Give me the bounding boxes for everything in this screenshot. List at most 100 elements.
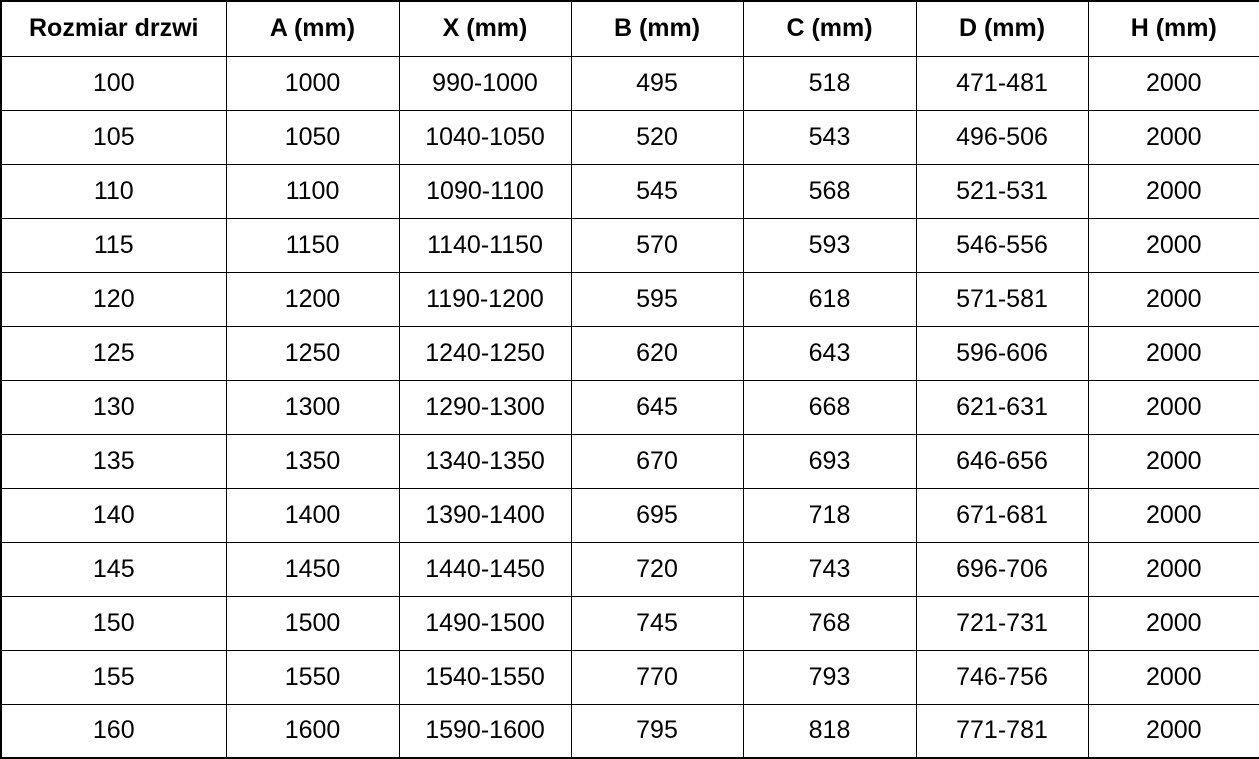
table-row: 105 1050 1040-1050 520 543 496-506 2000: [0, 109, 1259, 165]
table-cell: 2000: [1087, 163, 1259, 219]
table-cell: 568: [742, 163, 917, 219]
table-cell: 643: [742, 325, 917, 381]
table-header: Rozmiar drzwi A (mm) X (mm) B (mm) C (mm) D (…: [0, 0, 1259, 57]
table-cell: 1600: [225, 703, 400, 759]
table-cell: 160: [0, 703, 227, 759]
table-cell: 2000: [1087, 541, 1259, 597]
table-cell: 1000: [225, 55, 400, 111]
table-cell: 1300: [225, 379, 400, 435]
table-cell: 621-631: [915, 379, 1089, 435]
table-cell: 2000: [1087, 379, 1259, 435]
table-row: 160 1600 1590-1600 795 818 771-781 2000: [0, 703, 1259, 759]
table-cell: 593: [742, 217, 917, 273]
table-cell: 1240-1250: [398, 325, 572, 381]
table-cell: 571-581: [915, 271, 1089, 327]
table-cell: 1500: [225, 595, 400, 651]
table-cell: 668: [742, 379, 917, 435]
table-cell: 746-756: [915, 649, 1089, 705]
table-cell: 1390-1400: [398, 487, 572, 543]
table-row: 110 1100 1090-1100 545 568 521-531 2000: [0, 163, 1259, 219]
table-cell: 2000: [1087, 703, 1259, 759]
table-cell: 696-706: [915, 541, 1089, 597]
table-cell: 771-781: [915, 703, 1089, 759]
table-cell: 1040-1050: [398, 109, 572, 165]
table-cell: 1050: [225, 109, 400, 165]
table-cell: 570: [570, 217, 744, 273]
column-header: B (mm): [570, 0, 744, 57]
table-cell: 1440-1450: [398, 541, 572, 597]
table-cell: 795: [570, 703, 744, 759]
table-cell: 140: [0, 487, 227, 543]
table-cell: 745: [570, 595, 744, 651]
table-cell: 110: [0, 163, 227, 219]
table-cell: 646-656: [915, 433, 1089, 489]
column-header: C (mm): [742, 0, 917, 57]
table-cell: 718: [742, 487, 917, 543]
table-cell: 120: [0, 271, 227, 327]
table-cell: 521-531: [915, 163, 1089, 219]
table-cell: 2000: [1087, 649, 1259, 705]
table-row: 130 1300 1290-1300 645 668 621-631 2000: [0, 379, 1259, 435]
table-cell: 1290-1300: [398, 379, 572, 435]
table-cell: 125: [0, 325, 227, 381]
table-cell: 130: [0, 379, 227, 435]
table-cell: 793: [742, 649, 917, 705]
table-cell: 2000: [1087, 55, 1259, 111]
header-row: Rozmiar drzwi A (mm) X (mm) B (mm) C (mm) D (…: [0, 0, 1259, 57]
table-cell: 105: [0, 109, 227, 165]
table-cell: 1450: [225, 541, 400, 597]
column-header: H (mm): [1087, 0, 1259, 57]
table-cell: 1150: [225, 217, 400, 273]
table-body: 100 1000 990-1000 495 518 471-481 2000 105 1050 1…: [0, 55, 1259, 759]
table-cell: 2000: [1087, 109, 1259, 165]
table-cell: 1400: [225, 487, 400, 543]
table-cell: 495: [570, 55, 744, 111]
table-cell: 1540-1550: [398, 649, 572, 705]
table-cell: 520: [570, 109, 744, 165]
table-cell: 1550: [225, 649, 400, 705]
table-cell: 1590-1600: [398, 703, 572, 759]
table-cell: 2000: [1087, 487, 1259, 543]
table-row: 150 1500 1490-1500 745 768 721-731 2000: [0, 595, 1259, 651]
table-cell: 2000: [1087, 271, 1259, 327]
table-cell: 471-481: [915, 55, 1089, 111]
table-cell: 115: [0, 217, 227, 273]
table-row: 120 1200 1190-1200 595 618 571-581 2000: [0, 271, 1259, 327]
table-cell: 2000: [1087, 325, 1259, 381]
table-cell: 670: [570, 433, 744, 489]
table-cell: 2000: [1087, 433, 1259, 489]
table-cell: 1200: [225, 271, 400, 327]
table-cell: 155: [0, 649, 227, 705]
table-cell: 693: [742, 433, 917, 489]
table-cell: 145: [0, 541, 227, 597]
table-cell: 150: [0, 595, 227, 651]
table-cell: 1350: [225, 433, 400, 489]
table-cell: 1490-1500: [398, 595, 572, 651]
table-cell: 1140-1150: [398, 217, 572, 273]
table-cell: 818: [742, 703, 917, 759]
column-header: Rozmiar drzwi: [0, 0, 227, 57]
table-cell: 2000: [1087, 217, 1259, 273]
table-cell: 1340-1350: [398, 433, 572, 489]
table-cell: 496-506: [915, 109, 1089, 165]
column-header: D (mm): [915, 0, 1089, 57]
table-cell: 545: [570, 163, 744, 219]
table-row: 100 1000 990-1000 495 518 471-481 2000: [0, 55, 1259, 111]
column-header: A (mm): [225, 0, 400, 57]
table-cell: 743: [742, 541, 917, 597]
table-cell: 671-681: [915, 487, 1089, 543]
table-row: 140 1400 1390-1400 695 718 671-681 2000: [0, 487, 1259, 543]
table-cell: 1090-1100: [398, 163, 572, 219]
table-row: 135 1350 1340-1350 670 693 646-656 2000: [0, 433, 1259, 489]
table-cell: 596-606: [915, 325, 1089, 381]
table-cell: 2000: [1087, 595, 1259, 651]
table-cell: 768: [742, 595, 917, 651]
table-cell: 620: [570, 325, 744, 381]
table-cell: 1100: [225, 163, 400, 219]
table-cell: 1250: [225, 325, 400, 381]
table-cell: 100: [0, 55, 227, 111]
table-cell: 770: [570, 649, 744, 705]
table-cell: 618: [742, 271, 917, 327]
table-cell: 518: [742, 55, 917, 111]
